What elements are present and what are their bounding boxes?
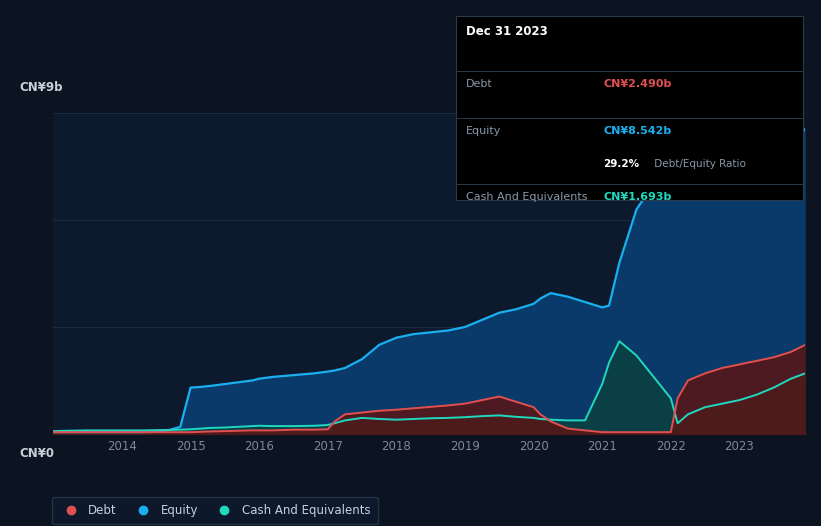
Text: Dec 31 2023: Dec 31 2023 [466, 25, 548, 38]
Text: CN¥0: CN¥0 [20, 447, 54, 460]
Legend: Debt, Equity, Cash And Equivalents: Debt, Equity, Cash And Equivalents [52, 497, 378, 524]
Text: 29.2%: 29.2% [603, 159, 640, 169]
Text: Debt/Equity Ratio: Debt/Equity Ratio [651, 159, 746, 169]
Text: CN¥9b: CN¥9b [20, 81, 63, 94]
Text: CN¥1.693b: CN¥1.693b [603, 192, 672, 202]
Text: Cash And Equivalents: Cash And Equivalents [466, 192, 587, 202]
Text: CN¥2.490b: CN¥2.490b [603, 79, 672, 89]
Text: CN¥8.542b: CN¥8.542b [603, 126, 672, 136]
Text: Equity: Equity [466, 126, 501, 136]
Text: Debt: Debt [466, 79, 493, 89]
